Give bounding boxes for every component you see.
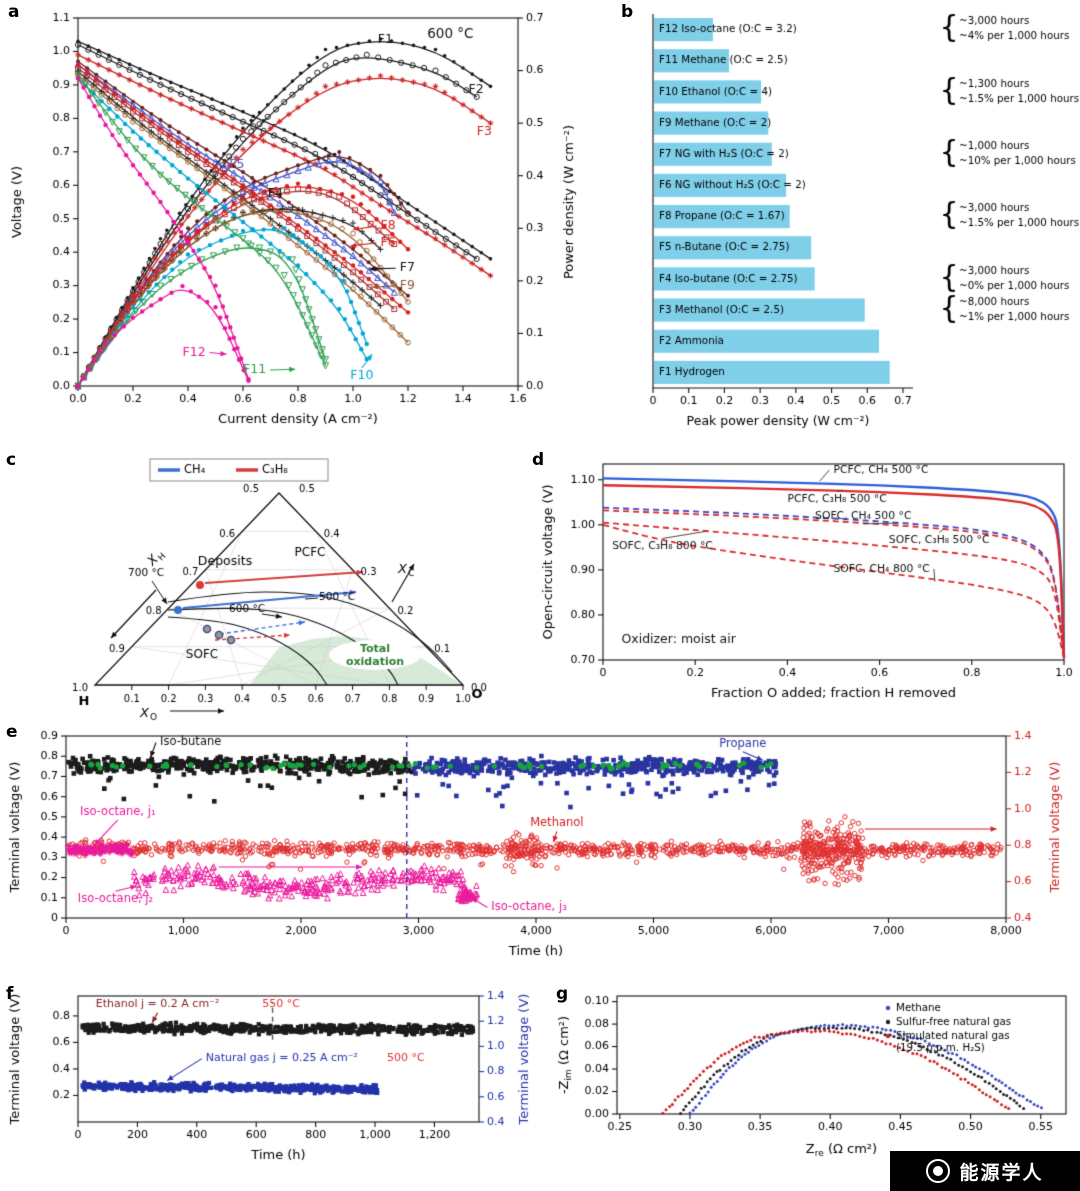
- panel-e-longterm-stability-chart: [0, 724, 1080, 986]
- watermark: 能源学人: [890, 1151, 1080, 1191]
- panel-letter-d: d: [532, 450, 545, 470]
- panel-c-ternary-diagram: [0, 452, 530, 724]
- panel-d-ocv-chart: [533, 452, 1080, 724]
- panel-letter-c: c: [6, 450, 17, 470]
- panel-letter-b: b: [621, 2, 634, 22]
- watermark-text: 能源学人: [959, 1161, 1044, 1184]
- panel-a-polarization-chart: [0, 0, 610, 450]
- panel-letter-f: f: [6, 984, 14, 1004]
- watermark-logo-icon: [926, 1159, 951, 1183]
- panel-letter-e: e: [6, 722, 18, 742]
- panel-f-stability-chart: [0, 986, 545, 1191]
- panel-b-peak-power-bar-chart: [615, 0, 1080, 450]
- panel-letter-g: g: [556, 984, 569, 1004]
- panel-letter-a: a: [8, 2, 20, 22]
